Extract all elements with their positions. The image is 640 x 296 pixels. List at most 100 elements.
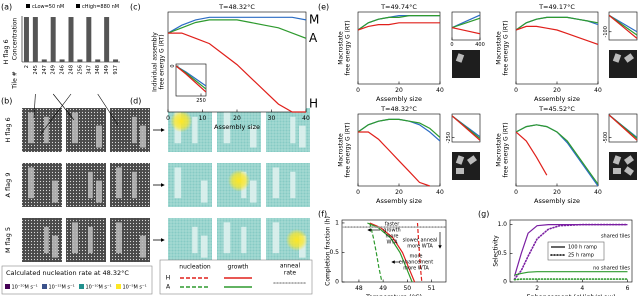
flag-region xyxy=(223,222,231,254)
legend-swatch xyxy=(79,284,84,289)
x-tick-label: 48 xyxy=(355,285,363,292)
flag-region xyxy=(290,171,296,199)
x-tick-label: 0 xyxy=(356,189,360,196)
panel-label: (f) xyxy=(318,210,327,219)
annotation: more xyxy=(386,234,399,240)
series-line xyxy=(514,271,628,276)
series-line xyxy=(516,124,598,185)
flag-region xyxy=(28,112,34,144)
y-axis-label: free energy G (RT) xyxy=(159,34,166,89)
flag-region xyxy=(88,171,93,199)
assembly-shape xyxy=(456,168,464,174)
row-label: H flag 6 xyxy=(4,117,12,142)
legend-swatch xyxy=(76,4,80,8)
plot-frame xyxy=(515,11,599,85)
flag-region xyxy=(132,116,137,144)
x-tick-label: 40 xyxy=(302,115,310,122)
nucleation-hotspot xyxy=(228,169,250,192)
chart-title: T=49.74°C xyxy=(380,3,417,11)
flag-region xyxy=(52,180,58,203)
flag-region xyxy=(72,112,78,144)
y-tick-label: -500 xyxy=(603,132,609,143)
assembly-shape xyxy=(612,53,622,63)
x-tick-label: 349 xyxy=(104,65,110,75)
flag-region xyxy=(299,125,306,148)
connector xyxy=(52,93,75,121)
x-tick-label: 917 xyxy=(113,65,119,75)
panel-label: (c) xyxy=(130,3,141,12)
series-line xyxy=(358,22,440,31)
legend-header: anneal xyxy=(280,263,301,270)
x-axis-label: Tile # xyxy=(12,71,19,89)
nucleation-hotspot xyxy=(170,110,193,133)
series-label: M xyxy=(309,12,319,26)
bar xyxy=(104,17,110,62)
y-tick-label: 1.0 xyxy=(497,221,507,228)
assembly-snapshot xyxy=(452,50,480,78)
series-line xyxy=(416,222,423,283)
x-axis-label: Assembly size xyxy=(376,197,422,205)
legend-label: 100 h ramp xyxy=(568,245,597,251)
flag-region xyxy=(140,235,146,258)
chart-title: T=49.17°C xyxy=(538,3,575,11)
x-tick-label: 20 xyxy=(553,87,561,94)
flag-region xyxy=(272,222,280,254)
x-tick-label: 0 xyxy=(514,189,518,196)
bar xyxy=(86,17,92,62)
series-line xyxy=(452,17,480,29)
flag-region xyxy=(72,222,78,254)
legend-label: 25 h ramp xyxy=(568,253,594,259)
legend-row-label: A xyxy=(166,284,171,291)
flag-region xyxy=(44,116,49,144)
flag-region xyxy=(88,226,93,254)
annotation: no shared tiles xyxy=(593,266,630,272)
connector xyxy=(33,93,36,119)
annotation: more WTA xyxy=(407,244,433,250)
chart-title: T=45.52°C xyxy=(538,105,575,113)
x-tick-label: 2 xyxy=(24,65,30,68)
flag-region xyxy=(250,125,257,148)
assembly-snapshot xyxy=(452,152,480,180)
y-tick-label: 0.5 xyxy=(329,249,339,256)
series-line xyxy=(369,222,383,283)
x-tick-label: 4 xyxy=(580,285,584,292)
flag-region xyxy=(192,226,198,254)
x-tick-label: 245 xyxy=(33,65,39,75)
legend-header: nucleation xyxy=(179,264,211,271)
x-tick-label: 20 xyxy=(395,87,403,94)
x-tick-label: 40 xyxy=(436,189,444,196)
y-axis-label: free energy G (RT) xyxy=(503,20,510,75)
series-line xyxy=(513,278,629,281)
bar xyxy=(41,59,47,62)
flag-region xyxy=(174,167,182,199)
x-tick-label: 50 xyxy=(403,285,411,292)
x-axis-label: Assembly size xyxy=(534,197,580,205)
chart-title: T=48.32°C xyxy=(218,3,255,11)
assembly-snapshot xyxy=(609,50,637,78)
x-tick-label: 0 xyxy=(356,87,360,94)
y-tick-label: 0 xyxy=(170,64,176,67)
assembly-shape xyxy=(467,155,477,165)
panel-label: (b) xyxy=(1,97,12,106)
x-tick-label: 249 xyxy=(51,65,57,75)
flag-region xyxy=(192,116,198,144)
x-axis-label: Assembly size xyxy=(534,95,580,103)
flag-region xyxy=(272,167,280,199)
x-tick-label: 246 xyxy=(60,65,66,75)
plot-frame xyxy=(167,11,307,113)
y-tick-label: -250 xyxy=(446,132,452,143)
legend-swatch xyxy=(5,284,10,289)
series-line xyxy=(168,19,306,39)
flag-region xyxy=(116,222,122,254)
legend-label: 10⁻⁵M s⁻¹ xyxy=(123,285,147,291)
assembly-shape xyxy=(624,166,634,176)
plot-frame xyxy=(357,11,441,85)
y-axis-label: Macrostate xyxy=(496,31,503,65)
y-axis-label: Macrostate xyxy=(338,31,345,65)
x-tick-label: 348 xyxy=(95,65,101,75)
connector xyxy=(39,93,72,136)
legend-row-label: H xyxy=(166,275,171,282)
annotation: WTA xyxy=(386,240,398,246)
x-axis-label: Temperature (°C) xyxy=(365,293,422,296)
